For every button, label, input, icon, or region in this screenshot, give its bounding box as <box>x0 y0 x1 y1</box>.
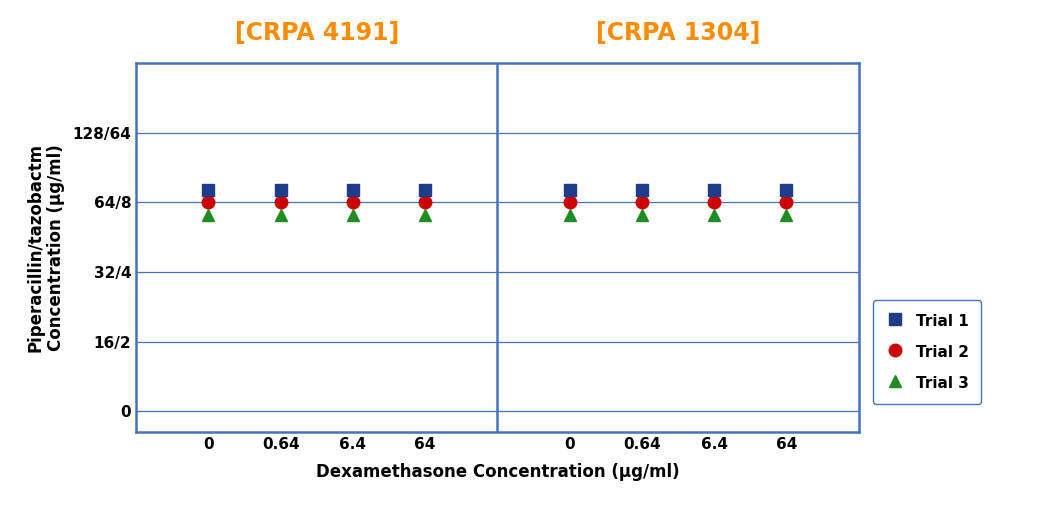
Trial 2 <box>202 199 215 206</box>
Line: Trial 1: Trial 1 <box>202 184 431 196</box>
Trial 3 <box>347 212 359 218</box>
Trial 1 <box>274 187 287 193</box>
Line: Trial 3: Trial 3 <box>203 209 430 220</box>
Trial 2 <box>419 199 431 206</box>
Trial 3 <box>274 212 287 218</box>
Text: [CRPA 4191]: [CRPA 4191] <box>235 21 399 45</box>
Trial 1 <box>202 187 215 193</box>
X-axis label: Dexamethasone Concentration (μg/ml): Dexamethasone Concentration (μg/ml) <box>315 463 680 481</box>
Trial 3 <box>202 212 215 218</box>
Legend: Trial 1, Trial 2, Trial 3: Trial 1, Trial 2, Trial 3 <box>873 299 981 404</box>
Trial 1 <box>347 187 359 193</box>
Y-axis label: Piperacillin/tazobactm
Concentration (μg/ml): Piperacillin/tazobactm Concentration (μg… <box>26 143 65 352</box>
Line: Trial 2: Trial 2 <box>202 196 431 209</box>
Trial 1 <box>419 187 431 193</box>
Trial 2 <box>347 199 359 206</box>
Trial 2 <box>274 199 287 206</box>
Trial 3 <box>419 212 431 218</box>
Text: [CRPA 1304]: [CRPA 1304] <box>596 21 760 45</box>
